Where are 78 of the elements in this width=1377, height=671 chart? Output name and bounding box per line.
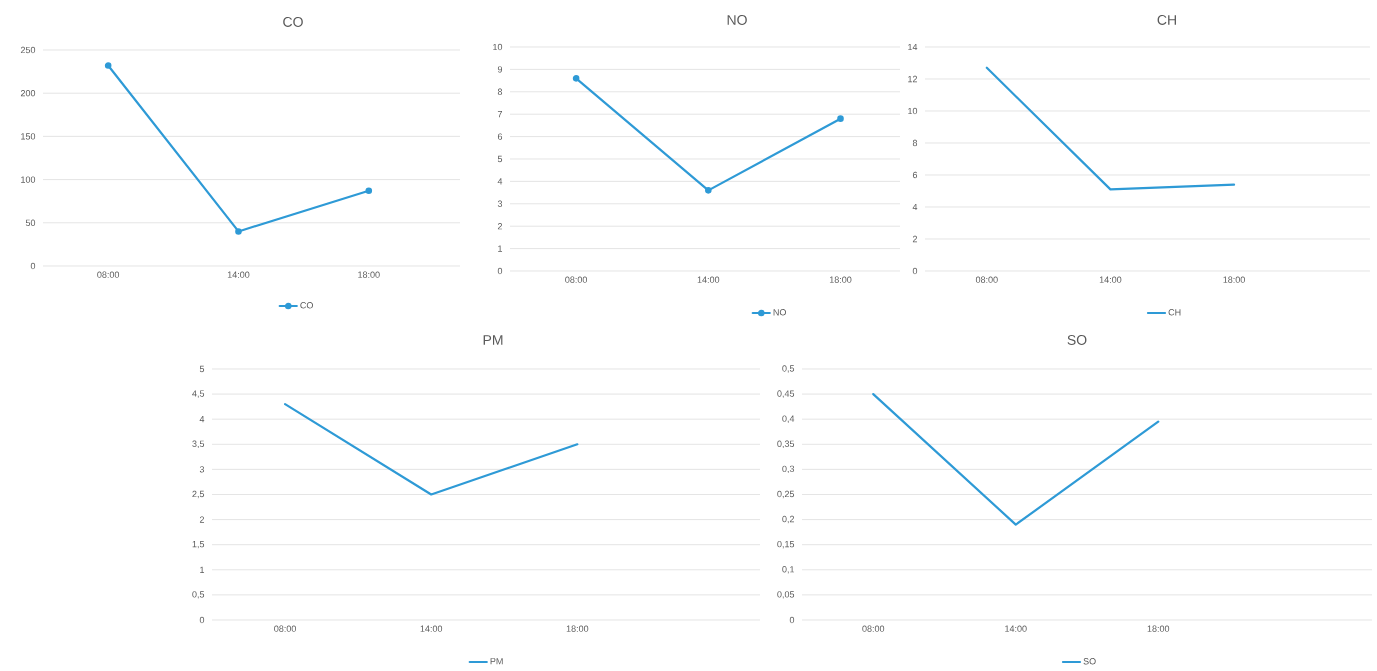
legend-label: CH bbox=[1168, 309, 1181, 316]
x-tick-label: 18:00 bbox=[566, 625, 589, 632]
y-tick-label: 3,5 bbox=[192, 440, 205, 448]
x-tick-label: 08:00 bbox=[274, 625, 296, 632]
y-tick-label: 4 bbox=[199, 416, 205, 423]
legend-label: CO bbox=[300, 302, 313, 309]
y-tick-label: 0,05 bbox=[777, 591, 795, 599]
y-tick-label: 0,2 bbox=[782, 515, 795, 524]
y-tick-label: 0,15 bbox=[777, 540, 795, 549]
x-tick-label: 18:00 bbox=[829, 276, 852, 283]
y-tick-label: 9 bbox=[497, 66, 503, 73]
y-tick-label: 4,5 bbox=[192, 390, 205, 398]
x-tick-label: 14:00 bbox=[1005, 625, 1027, 632]
chart-title: CH bbox=[1157, 15, 1176, 25]
point bbox=[235, 228, 242, 235]
y-tick-label: 3 bbox=[199, 466, 205, 473]
y-tick-label: 10 bbox=[908, 107, 918, 115]
x-tick-label: 08:00 bbox=[565, 276, 588, 283]
chart-title: SO bbox=[1067, 335, 1087, 345]
y-tick-label: 12 bbox=[908, 75, 918, 83]
y-tick-label: 10 bbox=[493, 43, 503, 51]
x-tick-label: 08:00 bbox=[97, 271, 120, 278]
legend-label: NO bbox=[773, 309, 786, 316]
legend-label: PM bbox=[490, 658, 503, 665]
x-tick-label: 14:00 bbox=[697, 276, 720, 283]
y-tick-label: 2,5 bbox=[192, 490, 205, 499]
x-tick-label: 08:00 bbox=[975, 276, 998, 283]
chart-title: NO bbox=[727, 15, 747, 25]
x-tick-label: 14:00 bbox=[420, 625, 443, 632]
x-tick-label: 18:00 bbox=[1223, 276, 1245, 283]
y-tick-label: 0 bbox=[912, 267, 918, 275]
y-tick-label: 0 bbox=[30, 262, 36, 270]
x-tick-label: 14:00 bbox=[227, 271, 250, 278]
y-tick-label: 150 bbox=[21, 133, 36, 140]
y-tick-label: 0,5 bbox=[782, 365, 795, 373]
y-tick-label: 0,25 bbox=[777, 490, 795, 499]
y-tick-label: 0 bbox=[199, 616, 205, 624]
y-tick-label: 5 bbox=[199, 365, 205, 373]
y-tick-label: 0,5 bbox=[192, 591, 205, 599]
y-tick-label: 14 bbox=[908, 43, 918, 51]
x-tick-label: 18:00 bbox=[1147, 625, 1170, 632]
y-tick-label: 4 bbox=[912, 203, 918, 211]
y-tick-label: 200 bbox=[20, 90, 36, 97]
y-tick-label: 2 bbox=[199, 516, 205, 523]
legend-label: SO bbox=[1083, 658, 1096, 665]
y-tick-label: 0 bbox=[497, 267, 503, 275]
y-tick-label: 3 bbox=[497, 200, 503, 207]
x-tick-label: 08:00 bbox=[862, 625, 885, 632]
y-tick-label: 0,1 bbox=[782, 566, 795, 574]
y-tick-label: 6 bbox=[912, 171, 918, 179]
point bbox=[104, 62, 112, 69]
y-tick-label: 4 bbox=[497, 178, 503, 185]
y-tick-label: 0,3 bbox=[782, 465, 795, 474]
y-tick-label: 0,45 bbox=[777, 390, 795, 398]
x-tick-label: 18:00 bbox=[358, 271, 380, 278]
y-tick-label: 100 bbox=[21, 176, 36, 183]
y-tick-label: 0,35 bbox=[777, 440, 795, 448]
point bbox=[365, 187, 373, 195]
y-tick-label: 8 bbox=[497, 88, 503, 95]
y-tick-label: 2 bbox=[912, 235, 918, 243]
y-tick-label: 0 bbox=[789, 616, 795, 624]
y-tick-label: 1 bbox=[498, 245, 503, 252]
y-tick-label: 2 bbox=[497, 223, 503, 230]
chart-title: CO bbox=[283, 17, 303, 27]
point bbox=[837, 115, 844, 122]
y-tick-label: 8 bbox=[912, 139, 918, 147]
point bbox=[572, 75, 580, 82]
chart-title: PM bbox=[483, 335, 503, 345]
y-tick-label: 50 bbox=[25, 219, 36, 226]
y-tick-label: 5 bbox=[497, 155, 503, 163]
y-tick-label: 7 bbox=[497, 111, 503, 118]
y-tick-label: 250 bbox=[20, 46, 36, 54]
y-tick-label: 1 bbox=[200, 566, 205, 573]
y-tick-label: 1,5 bbox=[192, 541, 205, 549]
y-tick-label: 0,4 bbox=[782, 415, 795, 423]
y-tick-label: 6 bbox=[497, 133, 503, 140]
point bbox=[705, 187, 712, 194]
x-tick-label: 14:00 bbox=[1099, 276, 1122, 283]
